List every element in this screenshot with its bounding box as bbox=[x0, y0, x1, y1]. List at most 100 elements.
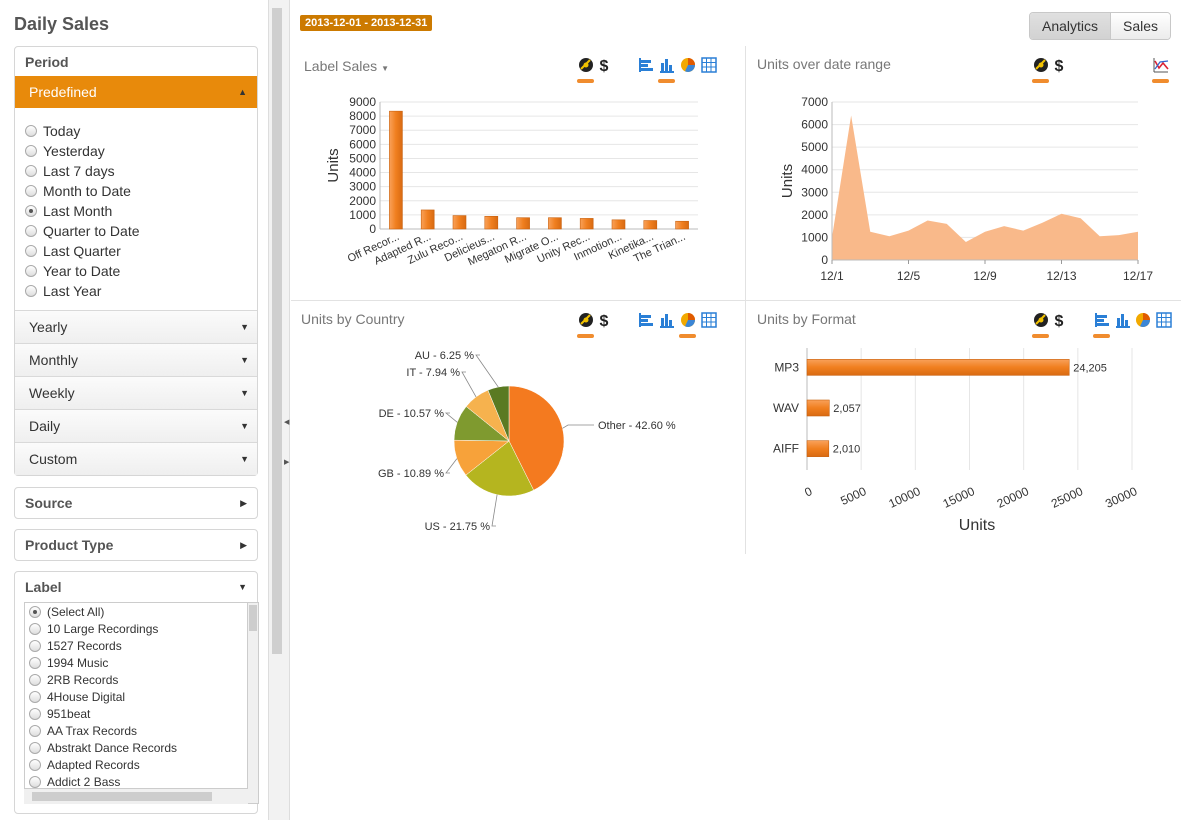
bar bbox=[516, 217, 530, 230]
period-group-custom[interactable]: Custom ▼ bbox=[15, 442, 257, 475]
radio-selected-icon[interactable] bbox=[29, 605, 41, 618]
pie-chart-icon[interactable] bbox=[1135, 312, 1151, 328]
horizontal-bar-chart-icon[interactable] bbox=[638, 312, 654, 328]
analytics-tab[interactable]: Analytics bbox=[1030, 13, 1112, 39]
units-toggle-icon[interactable] bbox=[578, 57, 594, 73]
predefined-section-header[interactable]: Predefined ▲ bbox=[15, 76, 257, 108]
radio-icon[interactable] bbox=[29, 707, 41, 720]
label-option[interactable]: 951beat bbox=[25, 705, 247, 722]
radio-icon[interactable] bbox=[25, 265, 37, 277]
radio-icon[interactable] bbox=[29, 775, 41, 788]
radio-icon[interactable] bbox=[29, 639, 41, 652]
vertical-bar-chart-icon[interactable] bbox=[1115, 312, 1131, 328]
x-tick-label: 12/5 bbox=[897, 269, 921, 283]
table-icon[interactable] bbox=[701, 57, 717, 73]
chevron-down-icon: ▼ bbox=[240, 355, 249, 365]
period-header[interactable]: Period bbox=[15, 47, 257, 77]
radio-icon[interactable] bbox=[25, 145, 37, 157]
dollar-icon[interactable]: $ bbox=[1051, 57, 1067, 75]
dollar-icon[interactable]: $ bbox=[1051, 312, 1067, 330]
radio-icon[interactable] bbox=[29, 741, 41, 754]
period-option[interactable]: Last Month bbox=[25, 201, 140, 221]
chevron-down-icon: ▼ bbox=[240, 322, 249, 332]
radio-icon[interactable] bbox=[29, 724, 41, 737]
radio-icon[interactable] bbox=[29, 758, 41, 771]
radio-selected-icon[interactable] bbox=[25, 205, 37, 217]
vertical-bar-chart-icon[interactable] bbox=[659, 57, 675, 73]
slice-label: Other - 42.60 % bbox=[598, 420, 676, 432]
radio-icon[interactable] bbox=[25, 125, 37, 137]
label-option[interactable]: 4House Digital bbox=[25, 688, 247, 705]
radio-icon[interactable] bbox=[25, 185, 37, 197]
units-toggle-icon[interactable] bbox=[1033, 312, 1049, 328]
source-panel[interactable]: Source ▶ bbox=[14, 487, 258, 519]
label-option[interactable]: 2RB Records bbox=[25, 671, 247, 688]
period-group-monthly[interactable]: Monthly ▼ bbox=[15, 343, 257, 376]
label-option[interactable]: 10 Large Recordings bbox=[25, 620, 247, 637]
date-range-badge[interactable]: 2013-12-01 - 2013-12-31 bbox=[300, 15, 433, 31]
collapse-left-icon[interactable]: ◀ bbox=[284, 419, 290, 426]
period-option[interactable]: Yesterday bbox=[25, 141, 140, 161]
label-header[interactable]: Label ▼ bbox=[15, 572, 257, 602]
dollar-icon[interactable]: $ bbox=[596, 57, 612, 75]
data-label: 2,057 bbox=[833, 403, 861, 415]
radio-icon[interactable] bbox=[29, 656, 41, 669]
label-option[interactable]: Abstrakt Dance Records bbox=[25, 739, 247, 756]
sidebar-splitter[interactable]: ◀ ▶ bbox=[268, 0, 290, 820]
period-option[interactable]: Last Quarter bbox=[25, 241, 140, 261]
active-indicator bbox=[658, 79, 675, 83]
label-list-vertical-scrollbar[interactable] bbox=[247, 602, 259, 804]
units-toggle-icon[interactable] bbox=[578, 312, 594, 328]
product-type-panel[interactable]: Product Type ▶ bbox=[14, 529, 258, 561]
scrollbar-thumb[interactable] bbox=[249, 605, 257, 631]
radio-icon[interactable] bbox=[25, 285, 37, 297]
radio-icon[interactable] bbox=[25, 225, 37, 237]
label-option[interactable]: Addict 2 Bass bbox=[25, 773, 247, 790]
chevron-right-icon: ▶ bbox=[240, 539, 247, 550]
period-group-label: Custom bbox=[29, 451, 78, 467]
splitter-scroll-thumb[interactable] bbox=[272, 8, 282, 654]
horizontal-bar-chart-icon[interactable] bbox=[1094, 312, 1110, 328]
period-group-daily[interactable]: Daily ▼ bbox=[15, 409, 257, 442]
label-option[interactable]: AA Trax Records bbox=[25, 722, 247, 739]
radio-icon[interactable] bbox=[25, 165, 37, 177]
units-toggle-icon[interactable] bbox=[1033, 57, 1049, 73]
period-option[interactable]: Month to Date bbox=[25, 181, 140, 201]
pie-chart-icon[interactable] bbox=[680, 57, 696, 73]
period-option[interactable]: Last 7 days bbox=[25, 161, 140, 181]
data-label: 2,010 bbox=[833, 444, 861, 456]
product-type-header[interactable]: Product Type ▶ bbox=[15, 530, 257, 560]
x-tick-label: 5000 bbox=[838, 484, 868, 508]
horizontal-bar-chart-icon[interactable] bbox=[638, 57, 654, 73]
line-chart-icon[interactable] bbox=[1153, 57, 1169, 73]
label-option[interactable]: 1994 Music bbox=[25, 654, 247, 671]
table-icon[interactable] bbox=[1156, 312, 1172, 328]
label-sales-title[interactable]: Label Sales ▼ bbox=[304, 58, 389, 74]
source-header[interactable]: Source ▶ bbox=[15, 488, 257, 518]
period-group-yearly[interactable]: Yearly ▼ bbox=[15, 310, 257, 343]
data-label: 24,205 bbox=[1073, 362, 1107, 374]
vertical-bar-chart-icon[interactable] bbox=[659, 312, 675, 328]
period-group-weekly[interactable]: Weekly ▼ bbox=[15, 376, 257, 409]
label-option[interactable]: 1527 Records bbox=[25, 637, 247, 654]
period-option[interactable]: Last Year bbox=[25, 281, 140, 301]
radio-icon[interactable] bbox=[29, 673, 41, 686]
table-icon[interactable] bbox=[701, 312, 717, 328]
expand-right-icon[interactable]: ▶ bbox=[284, 459, 290, 466]
label-list-horizontal-scrollbar[interactable] bbox=[24, 788, 248, 804]
period-option[interactable]: Year to Date bbox=[25, 261, 140, 281]
slice-label: US - 21.75 % bbox=[425, 521, 491, 533]
y-tick-label: 8000 bbox=[349, 109, 376, 123]
radio-icon[interactable] bbox=[25, 245, 37, 257]
x-tick-label: 25000 bbox=[1049, 484, 1085, 511]
label-option[interactable]: Adapted Records bbox=[25, 756, 247, 773]
label-option[interactable]: (Select All) bbox=[25, 603, 247, 620]
period-option[interactable]: Quarter to Date bbox=[25, 221, 140, 241]
sales-tab[interactable]: Sales bbox=[1111, 13, 1171, 39]
radio-icon[interactable] bbox=[29, 622, 41, 635]
period-option[interactable]: Today bbox=[25, 121, 140, 141]
pie-chart-icon[interactable] bbox=[680, 312, 696, 328]
scrollbar-thumb[interactable] bbox=[32, 792, 212, 801]
radio-icon[interactable] bbox=[29, 690, 41, 703]
dollar-icon[interactable]: $ bbox=[596, 312, 612, 330]
